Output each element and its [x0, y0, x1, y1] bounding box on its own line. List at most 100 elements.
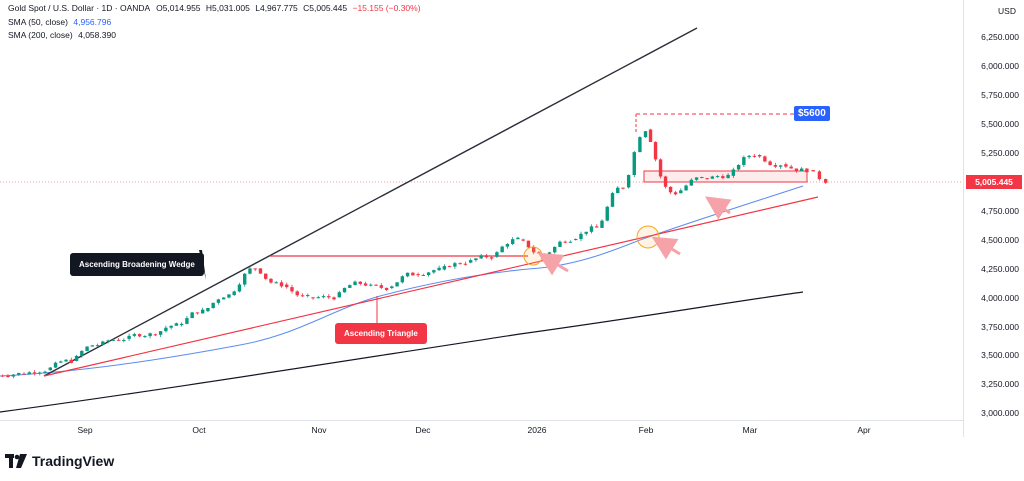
candle-body [200, 309, 205, 314]
candle-body [32, 372, 37, 374]
candle-body [269, 278, 273, 283]
candle-body [484, 255, 489, 258]
candle-body [747, 155, 751, 158]
price-tick: 3,000.000 [981, 408, 1019, 418]
wedge-annotation-label[interactable]: Ascending Broadening Wedge [70, 253, 204, 276]
candle-body [53, 362, 58, 368]
candle-body [794, 168, 799, 172]
tradingview-brand[interactable]: TradingView [5, 451, 114, 471]
candle-body [232, 291, 236, 295]
candle-body [495, 252, 499, 257]
candle-body [811, 170, 815, 172]
price-tick: 3,500.000 [981, 350, 1019, 360]
triangle-annotation-label[interactable]: Ascending Triangle [335, 323, 427, 344]
candle-body [38, 372, 42, 374]
chart-canvas[interactable] [0, 0, 963, 420]
candle-body [700, 176, 704, 178]
candle-body [190, 312, 194, 319]
candle-body [689, 179, 694, 186]
triangle-support-line [43, 196, 819, 377]
candle-body [626, 174, 631, 188]
candle-body [731, 169, 736, 176]
candle-body [416, 274, 420, 276]
candle-body [384, 287, 389, 290]
candle-body [22, 373, 26, 375]
price-tick: 5,500.000 [981, 119, 1019, 129]
candle-body [658, 159, 663, 177]
price-axis[interactable]: USD 6,250.000 6,000.000 5,750.000 5,500.… [963, 0, 1024, 437]
candle-body [778, 165, 783, 167]
brand-name: TradingView [32, 453, 115, 469]
price-tick: 6,250.000 [981, 32, 1019, 42]
candle-body [726, 174, 730, 179]
candle-body [553, 246, 557, 253]
candle-body [327, 296, 331, 298]
candle-body [405, 272, 410, 277]
candle-body [390, 286, 394, 289]
price-tick: 6,000.000 [981, 61, 1019, 71]
arrow-1 [537, 252, 569, 276]
candle-body [153, 334, 158, 336]
wedge-upper-line [43, 27, 698, 377]
legend-row-sma200[interactable]: SMA (200, close) 4,058.390 [8, 30, 116, 41]
candle-body [148, 333, 152, 337]
price-tick: 3,250.000 [981, 379, 1019, 389]
candle-body [684, 185, 688, 191]
candle-body [600, 220, 604, 228]
candle-body [632, 152, 636, 175]
candle-body [715, 176, 720, 178]
candle-body [27, 372, 31, 375]
candle-body [736, 164, 741, 170]
time-tick: Apr [857, 425, 871, 435]
candle-body [668, 186, 673, 193]
candle-body [169, 325, 173, 328]
candle-body [59, 361, 63, 363]
sma50-label: SMA (50, close) [8, 17, 68, 27]
price-tick: 4,000.000 [981, 293, 1019, 303]
candle-body [106, 340, 110, 342]
price-tick: 5,250.000 [981, 148, 1019, 158]
candle-body [0, 375, 5, 377]
target-annotation-label[interactable]: $5600 [794, 106, 830, 121]
chart-area[interactable]: Gold Spot / U.S. Dollar · 1D · OANDA O5,… [0, 0, 963, 420]
legend-close: C5,005.445 [303, 3, 348, 13]
candle-body [531, 247, 536, 253]
arrow-3 [705, 196, 732, 220]
candle-body [489, 257, 494, 259]
candle-body [137, 334, 142, 337]
candle-body [763, 156, 767, 162]
candle-body [638, 137, 642, 153]
candle-body [216, 299, 221, 303]
candle-body [568, 241, 573, 243]
candle-body [300, 295, 305, 297]
candle-body [500, 246, 504, 253]
legend-change: −15.155 (−0.30%) [352, 3, 421, 13]
time-axis[interactable]: Sep Oct Nov Dec 2026 Feb Mar Apr [0, 420, 963, 438]
candle-body [116, 339, 121, 341]
legend-row-1: Gold Spot / U.S. Dollar · 1D · OANDA O5,… [8, 3, 421, 14]
candle-body [823, 179, 828, 183]
candle-body [421, 274, 426, 276]
candle-body [80, 350, 84, 356]
candle-body [526, 240, 531, 248]
legend-row-sma50[interactable]: SMA (50, close) 4,956.796 [8, 17, 111, 28]
candle-body [132, 334, 137, 336]
price-tick: 5,750.000 [981, 90, 1019, 100]
candle-body [817, 171, 822, 180]
candle-body [663, 176, 668, 187]
candle-body [442, 266, 447, 270]
candle-body [64, 359, 68, 362]
sma200-value: 4,058.390 [78, 30, 116, 40]
candle-body [185, 318, 189, 324]
candle-body [17, 372, 21, 375]
candle-body [174, 323, 179, 326]
candle-body [295, 291, 299, 296]
candle-body [369, 284, 373, 286]
candle-body [563, 241, 567, 243]
candle-body [85, 346, 89, 351]
candle-body [799, 168, 804, 172]
candle-body [227, 294, 231, 298]
candle-body [426, 272, 431, 275]
candle-body [648, 129, 653, 142]
candle-body [69, 359, 74, 363]
